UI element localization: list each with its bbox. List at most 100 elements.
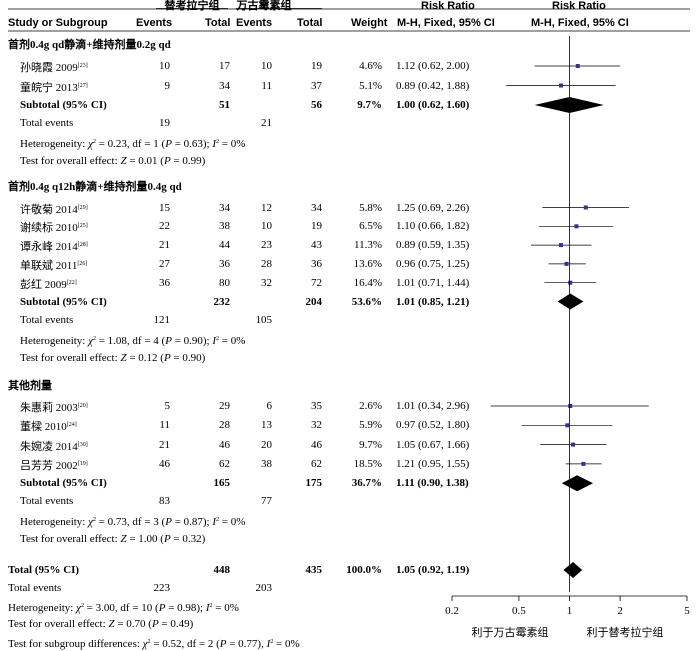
study-marker-point [558, 83, 563, 88]
subgroup-differences-text-chi: χ [142, 638, 148, 650]
grand-total-events-label: Total events [8, 582, 62, 594]
weight-value: 11.3% [353, 239, 382, 252]
study-marker [544, 280, 597, 285]
heterogeneity-text-i2: I [212, 334, 217, 347]
total1-value: 46 [219, 438, 230, 451]
ci-value: 1.05 (0.67, 1.66) [396, 438, 470, 451]
study-label: 童皖宁 2013 [20, 81, 78, 94]
total2-header: Total [297, 17, 323, 29]
overall-effect-text-p: P [163, 533, 171, 546]
rr-header-2: Risk Ratio [552, 0, 606, 12]
total1-value: 17 [219, 60, 230, 72]
events2-value: 38 [261, 457, 272, 470]
superscript: 2 [92, 335, 96, 342]
total2-value: 36 [311, 257, 322, 270]
grand-heterogeneity-text-prefix: Heterogeneity: [8, 602, 77, 614]
grand-heterogeneity-text-chi-val: = 3.00, df = 10 ( [83, 602, 159, 614]
overall-effect-text-prefix: Test for overall effect: [20, 533, 121, 546]
study-marker [539, 224, 614, 229]
subtotal-total2: 204 [305, 295, 323, 308]
favours-left-label: 利于万古霉素组 [471, 627, 549, 639]
ci-value: 0.89 (0.59, 1.35) [396, 239, 470, 252]
weight-value: 4.6% [359, 60, 382, 72]
grand-overall-effect-text: Test for overall effect: Z = 0.70 (P = 0… [8, 617, 193, 631]
study-marker [534, 64, 621, 68]
events2-value: 10 [261, 60, 272, 72]
study-reference: [24] [66, 422, 77, 429]
heterogeneity-text-prefix: Heterogeneity: [20, 516, 89, 529]
overall-effect-text: Test for overall effect: Z = 0.12 (P = 0… [20, 351, 205, 365]
study-marker [506, 83, 616, 88]
events2-header: Events [236, 17, 273, 29]
grand-heterogeneity-text-i2-val: = 0% [212, 602, 239, 614]
total2-value: 72 [311, 276, 322, 289]
total-weight: 100.0% [346, 564, 382, 576]
total-ci: 1.05 (0.92, 1.19) [396, 564, 470, 576]
overall-effect-text: Test for overall effect: Z = 0.01 (P = 0… [20, 154, 205, 168]
x-tick-label: 0.2 [445, 605, 459, 617]
subgroup-title: 首剂0.4g qd静滴+维持剂量0.2g qd [8, 39, 171, 51]
study-reference: [22] [66, 279, 77, 286]
total1-value: 28 [219, 419, 230, 432]
subtotal-total1: 232 [213, 295, 231, 308]
study-reference: [28] [77, 242, 88, 249]
heterogeneity-text-chi: χ [88, 516, 93, 529]
x-tick-label: 0.5 [512, 605, 526, 617]
heterogeneity-text-chi-val: = 0.73, df = 3 ( [95, 516, 166, 529]
study-marker-point [568, 404, 573, 408]
heterogeneity-text-prefix: Heterogeneity: [20, 334, 89, 347]
superscript: 2 [270, 639, 274, 645]
overall-effect-text-z-val: = 0.01 ( [126, 155, 164, 167]
subtotal-total2: 175 [305, 477, 323, 490]
weight-value: 13.6% [353, 257, 382, 270]
heterogeneity-text: Heterogeneity: χ2 = 0.23, df = 1 (P = 0.… [20, 135, 245, 151]
events1-value: 22 [159, 220, 170, 233]
weight-value: 2.6% [359, 400, 382, 412]
overall-effect-text-p: P [163, 351, 171, 364]
events1-value: 27 [159, 257, 170, 270]
heterogeneity-text-p-val: = 0.90); [171, 334, 213, 347]
study-marker [540, 442, 607, 447]
subtotal-total1: 165 [213, 477, 231, 490]
weight-value: 9.7% [359, 438, 382, 451]
superscript: 2 [209, 603, 213, 609]
subgroup-differences-text-chi-val: = 0.52, df = 2 ( [150, 638, 220, 650]
group2-header: 万古霉素组 [236, 0, 292, 12]
ci-value: 1.21 (0.95, 1.55) [396, 457, 470, 470]
weight-value: 16.4% [353, 276, 382, 289]
subgroup-differences-text-p: P [219, 638, 227, 650]
subtotal-label: Subtotal (95% CI) [20, 295, 107, 308]
rr-header-1: Risk Ratio [421, 0, 475, 12]
superscript: 2 [80, 603, 84, 609]
study-reference: [19] [77, 460, 88, 467]
x-tick-label: 5 [684, 605, 690, 617]
subtotal-weight: 53.6% [351, 295, 382, 308]
study-label: 朱婉凌 2014 [20, 440, 78, 453]
ci-value: 1.10 (0.66, 1.82) [396, 220, 470, 233]
study-label: 彭红 2009 [20, 278, 67, 291]
total2-value: 35 [311, 400, 322, 412]
total1-value: 34 [219, 201, 230, 214]
weight-value: 5.8% [359, 201, 382, 214]
study-label: 许敬菊 2014 [20, 203, 78, 216]
total2-value: 19 [311, 220, 322, 233]
grand-heterogeneity-text-chi: χ [76, 602, 81, 614]
total2-value: 46 [311, 438, 322, 451]
total-label: Total (95% CI) [8, 564, 80, 576]
total1-value: 38 [219, 220, 230, 233]
heterogeneity-text: Heterogeneity: χ2 = 0.73, df = 3 (P = 0.… [20, 513, 245, 529]
overall-effect-text-z-val: = 0.12 ( [126, 351, 164, 364]
study-label: 孙晓霞 2009 [20, 62, 78, 74]
total-events-2: 105 [255, 313, 273, 326]
ci-value: 1.25 (0.69, 2.26) [396, 201, 470, 214]
subtotal-weight: 36.7% [351, 477, 382, 490]
total1-value: 62 [219, 457, 230, 470]
study-name: 吕芳芳 2002[19] [20, 457, 88, 473]
ci-value: 1.01 (0.34, 2.96) [396, 400, 470, 412]
study-label: 单联斌 2011 [20, 259, 78, 272]
superscript: 2 [92, 517, 96, 524]
events2-value: 12 [261, 201, 272, 214]
superscript: 2 [147, 639, 151, 645]
subgroup-title: 首剂0.4g q12h静滴+维持剂量0.4g qd [8, 181, 182, 193]
weight-value: 6.5% [359, 220, 382, 233]
